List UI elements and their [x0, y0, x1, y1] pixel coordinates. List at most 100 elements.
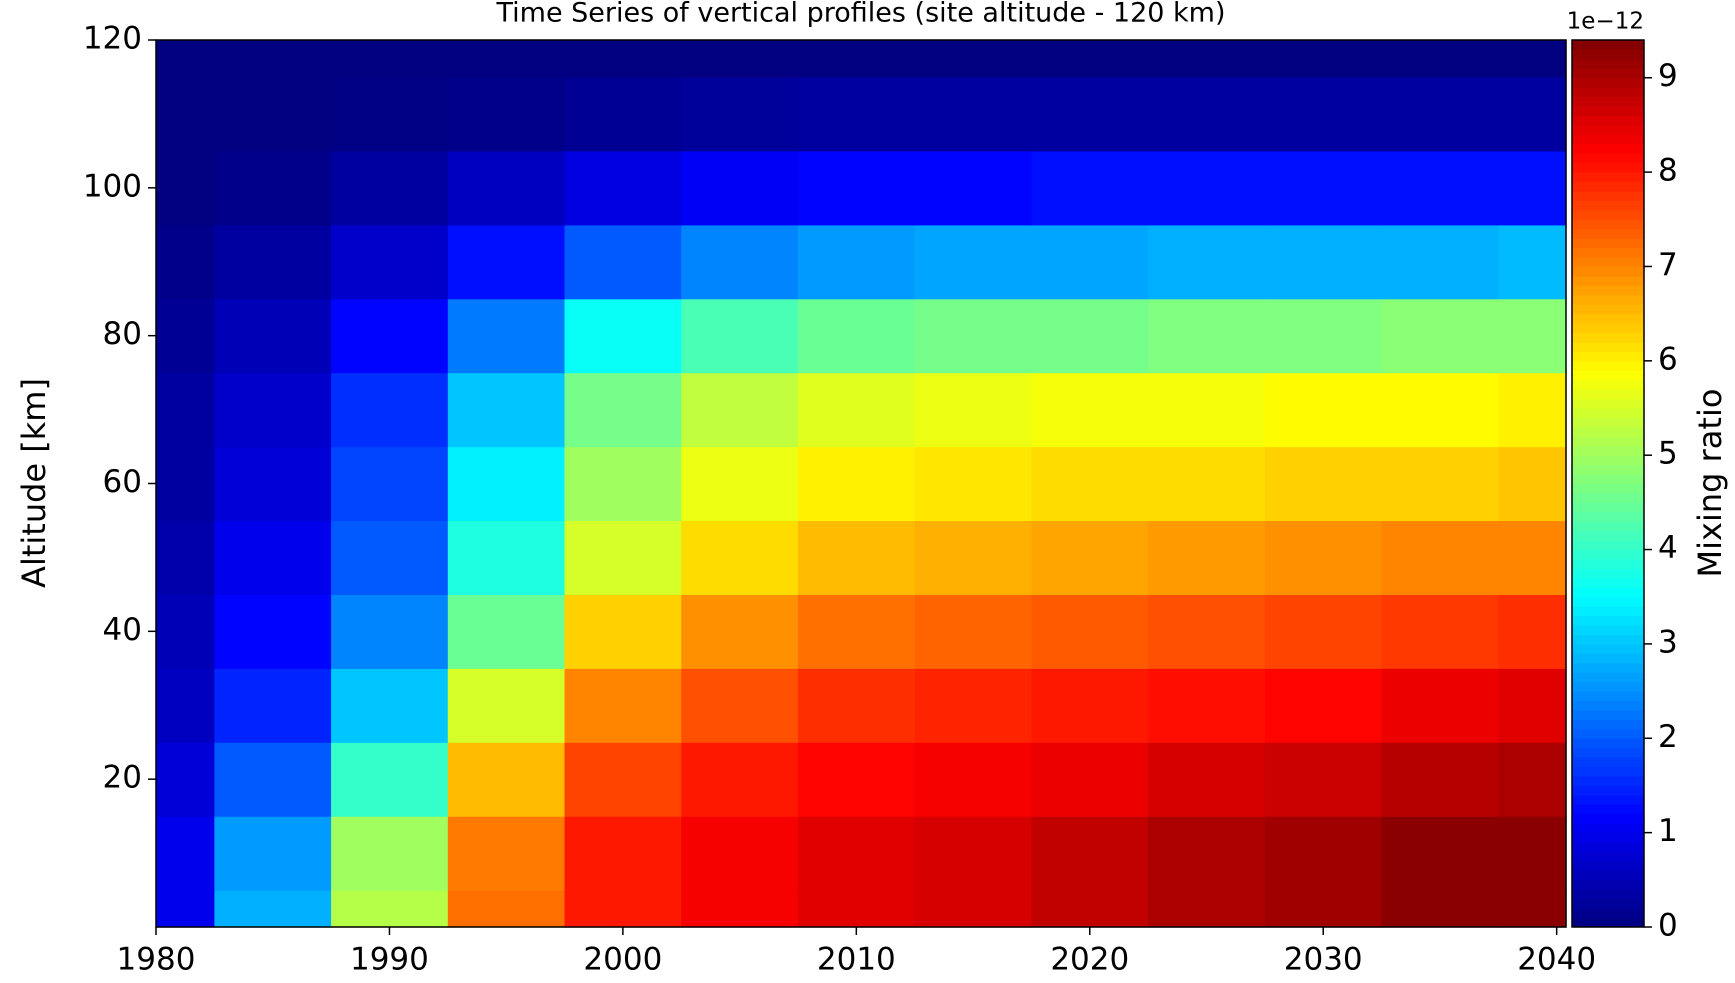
contour-cell: [914, 76, 1033, 152]
x-tick-label: 2000: [583, 942, 662, 978]
contour-cell: [1031, 890, 1149, 928]
contour-cell: [914, 742, 1033, 817]
contour-cell: [797, 594, 916, 669]
contour-cell: [1264, 298, 1383, 374]
contour-cell: [1031, 224, 1149, 300]
contour-cell: [564, 446, 682, 522]
contour-cell: [1031, 668, 1149, 743]
contour-cell: [214, 76, 332, 152]
contour-cell: [1031, 76, 1149, 152]
colorbar-band: [1572, 68, 1644, 79]
contour-cell: [214, 224, 332, 300]
colorbar-band: [1572, 332, 1644, 343]
colorbar-band: [1572, 360, 1644, 371]
contour-cell: [564, 224, 682, 300]
colorbar-band: [1572, 625, 1644, 635]
colorbar-band: [1572, 860, 1644, 871]
x-tick-label: 2040: [1517, 942, 1596, 978]
contour-cell: [1148, 816, 1266, 891]
contour-cell: [797, 742, 916, 817]
contour-cell: [1381, 372, 1499, 448]
contour-cell: [156, 76, 215, 152]
contour-cell: [1148, 668, 1266, 743]
contour-cell: [1498, 520, 1567, 595]
colorbar-band: [1572, 398, 1644, 409]
contour-cell: [156, 742, 215, 817]
contour-cell: [1381, 150, 1499, 226]
contour-cell: [1264, 742, 1383, 817]
colorbar-tick-label: 8: [1658, 153, 1678, 189]
contour-cell: [914, 816, 1033, 891]
contour-cell: [1148, 150, 1266, 226]
colorbar-band: [1572, 823, 1644, 834]
x-tick-label: 2030: [1284, 942, 1363, 978]
y-tick-label: 20: [103, 760, 142, 796]
colorbar-band: [1572, 643, 1644, 654]
contour-cell: [564, 298, 682, 374]
colorbar-band: [1572, 474, 1644, 484]
x-tick-label: 2010: [817, 942, 896, 978]
y-tick-label: 80: [103, 316, 142, 352]
colorbar-band: [1572, 917, 1644, 928]
contour-cell: [1381, 76, 1499, 152]
contour-cell: [447, 372, 566, 448]
contour-cell: [1381, 594, 1499, 669]
colorbar-band: [1572, 389, 1644, 400]
contour-cell: [797, 890, 916, 928]
contour-cell: [1381, 298, 1499, 374]
colorbar-band: [1572, 889, 1644, 900]
contour-cell: [1498, 668, 1567, 743]
chart-title: Time Series of vertical profiles (site a…: [495, 0, 1225, 29]
contour-cell: [1031, 816, 1149, 891]
colorbar-band: [1572, 757, 1644, 768]
contour-cell: [331, 298, 449, 374]
colorbar-band: [1572, 200, 1644, 211]
contour-cell: [1148, 76, 1266, 152]
contour-cell: [214, 668, 332, 743]
contour-cell: [1264, 594, 1383, 669]
y-tick-label: 100: [83, 168, 142, 204]
colorbar-band: [1572, 606, 1644, 617]
contour-cell: [447, 742, 566, 817]
contour-cell: [331, 150, 449, 226]
contour-cell: [214, 150, 332, 226]
colorbar-tick-label: 3: [1658, 624, 1678, 660]
contour-cell: [156, 890, 215, 928]
contour-cell: [447, 446, 566, 522]
colorbar-band: [1572, 275, 1644, 286]
colorbar-band: [1572, 162, 1644, 173]
contour-cell: [1498, 372, 1567, 448]
contour-cell: [564, 372, 682, 448]
colorbar-tick-label: 4: [1658, 530, 1678, 566]
colorbar-band: [1572, 700, 1644, 711]
colorbar-band: [1572, 341, 1644, 352]
colorbar-band: [1572, 153, 1644, 164]
y-tick-label: 120: [83, 21, 142, 57]
contour-cell: [1264, 520, 1383, 595]
contour-cell: [214, 40, 332, 78]
colorbar-band: [1572, 492, 1644, 503]
contour-cell: [1264, 76, 1383, 152]
contour-cell: [914, 372, 1033, 448]
contour-cell: [1264, 668, 1383, 743]
colorbar-band: [1572, 568, 1644, 579]
contour-cell: [1264, 446, 1383, 522]
contour-cell: [1148, 742, 1266, 817]
contour-cell: [447, 40, 566, 78]
contour-cell: [914, 890, 1033, 928]
colorbar-band: [1572, 49, 1644, 60]
colorbar-band: [1572, 257, 1644, 267]
colorbar-tick-label: 5: [1658, 436, 1678, 472]
colorbar-band: [1572, 596, 1644, 607]
contour-cell: [564, 816, 682, 891]
contour-cell: [1148, 224, 1266, 300]
colorbar-band: [1572, 445, 1644, 456]
contour-cell: [214, 298, 332, 374]
contour-cell: [1498, 40, 1567, 78]
colorbar-band: [1572, 691, 1644, 702]
contour-cell: [214, 372, 332, 448]
contour-cell: [1498, 742, 1567, 817]
contour-cell: [214, 594, 332, 669]
colorbar-band: [1572, 58, 1644, 69]
contour-cell: [681, 816, 799, 891]
